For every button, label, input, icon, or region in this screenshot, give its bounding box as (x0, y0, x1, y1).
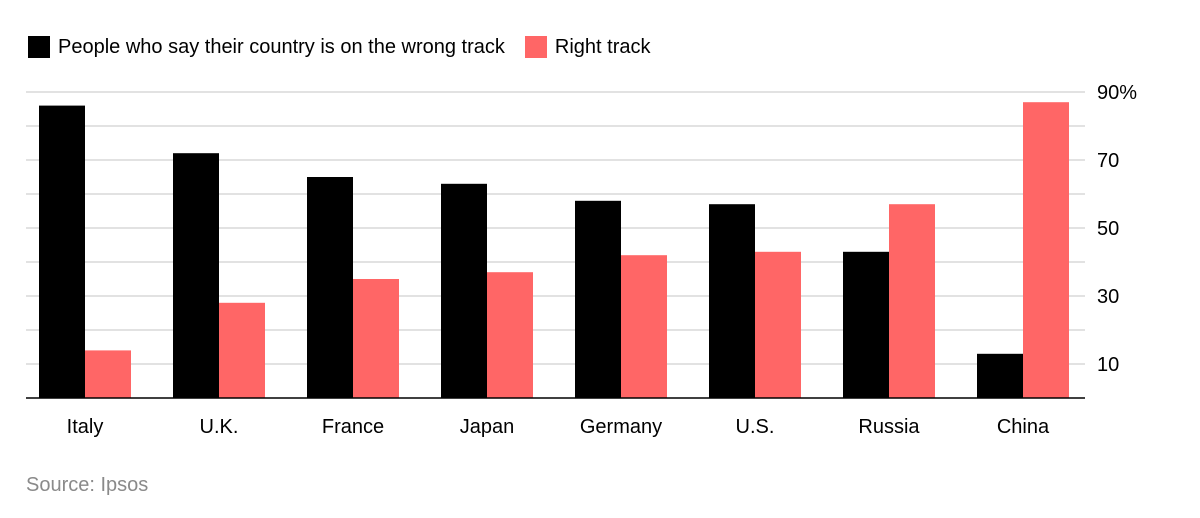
legend-item-wrong-track: People who say their country is on the w… (28, 36, 505, 58)
y-tick-label: 90% (1097, 82, 1137, 104)
x-category-label: Germany (580, 416, 662, 438)
x-category-label: U.S. (736, 416, 775, 438)
bar-right-track-uk (219, 302, 265, 398)
bar-right-track-japan (487, 272, 533, 398)
bar-wrong-track-china (977, 353, 1023, 398)
chart-legend: People who say their country is on the w… (28, 33, 671, 61)
bar-right-track-russia (889, 204, 935, 398)
x-category-label: U.K. (200, 416, 239, 438)
y-tick-label: 70 (1097, 150, 1119, 172)
x-category-label: France (322, 416, 384, 438)
bar-wrong-track-russia (843, 251, 889, 398)
source-note: Source: Ipsos (26, 474, 149, 496)
bar-wrong-track-us (709, 204, 755, 398)
x-category-label: Italy (67, 416, 104, 438)
legend-label-wrong-track: People who say their country is on the w… (58, 36, 505, 58)
bar-right-track-france (353, 279, 399, 398)
bar-wrong-track-japan (441, 183, 487, 398)
y-tick-label: 30 (1097, 286, 1119, 308)
legend-swatch-wrong-track (28, 36, 50, 58)
y-tick-label: 10 (1097, 354, 1119, 376)
x-category-label: China (997, 416, 1050, 438)
legend-swatch-right-track (524, 36, 547, 58)
bar-wrong-track-france (307, 177, 353, 398)
bar-right-track-italy (85, 350, 131, 398)
bar-wrong-track-germany (575, 200, 621, 398)
x-category-label: Japan (460, 416, 515, 438)
bar-right-track-china (1023, 102, 1069, 398)
bar-right-track-germany (621, 255, 667, 398)
x-category-label: Russia (858, 416, 920, 438)
bar-right-track-us (755, 251, 801, 398)
legend-label-right-track: Right track (554, 36, 651, 58)
legend-item-right-track: Right track (524, 36, 651, 58)
bar-wrong-track-uk (173, 153, 219, 398)
y-tick-label: 50 (1097, 218, 1119, 240)
bar-wrong-track-italy (39, 105, 85, 398)
